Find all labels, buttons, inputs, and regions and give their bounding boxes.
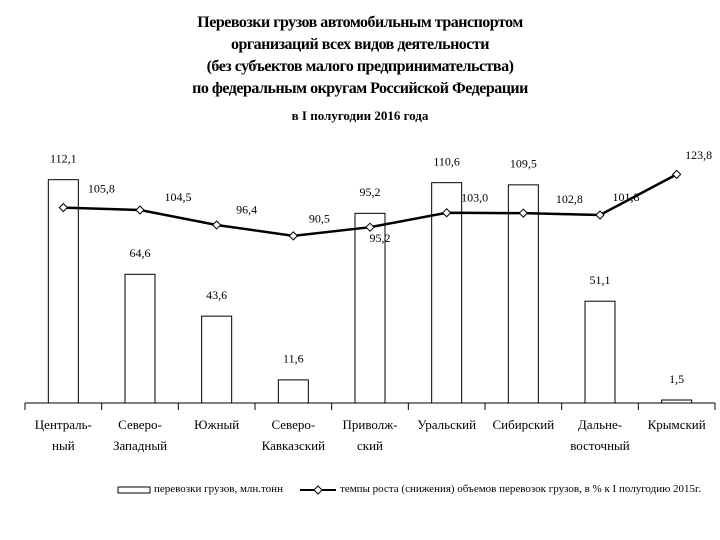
line-marker [441,208,452,218]
x-tick-label: Крымский [647,417,706,432]
bar [201,315,233,404]
x-tick-label: Северо- Кавказский [261,417,326,453]
line-marker [135,205,145,215]
chart-subtitle: в I полугодии 2016 года [291,108,429,123]
line-value-label: 123,8 [685,148,712,162]
line-marker [58,202,69,213]
line-value-label: 103,0 [461,191,488,205]
x-tick-label: Южный [194,417,240,432]
x-tick-label: Централь- ный [34,417,92,453]
bar-value-label: 110,6 [433,154,460,168]
legend-swatch [117,486,151,494]
line-value-label: 96,4 [236,203,257,217]
line-value-label: 95,2 [370,231,391,245]
line-marker [365,222,375,232]
line-marker [288,231,299,241]
bar [431,182,463,404]
bar [47,179,79,404]
x-tick-label: Приволж- ский [342,417,398,453]
line-marker [211,220,222,230]
x-tick-label: Уральский [417,417,477,432]
x-tick-label: Сибирский [492,417,555,432]
legend-marker [313,485,323,495]
bar-value-label: 112,1 [50,151,77,165]
line-value-label: 104,5 [165,190,192,204]
bar-value-label: 51,1 [590,273,611,287]
bar [277,379,309,404]
line-value-label: 101,8 [613,190,640,204]
line-value-label: 90,5 [309,212,330,226]
legend-label: темпы роста (снижения) объемов перевозок… [340,483,702,495]
line-marker [595,210,605,220]
bar [354,212,386,404]
line-value-label: 102,8 [556,192,583,206]
x-tick-label: Дальне- восточный [570,417,630,453]
bar-value-label: 64,6 [130,246,151,260]
bar-value-label: 11,6 [283,352,304,366]
line-marker [671,169,682,180]
line-value-label: 105,8 [88,181,115,195]
x-tick-label: Северо- Западный [112,417,168,453]
bar [661,399,693,404]
bar-value-label: 95,2 [360,185,381,199]
bar-value-label: 43,6 [206,288,227,302]
legend-label: перевозки грузов, млн.тонн [154,483,283,495]
chart-title: Перевозки грузов автомобильным транспорт… [192,14,528,97]
bar [124,273,156,404]
bar-value-label: 1,5 [669,372,684,386]
line-marker [518,208,529,218]
bar-value-label: 109,5 [510,157,537,171]
bar [584,300,616,404]
bar [507,184,539,404]
